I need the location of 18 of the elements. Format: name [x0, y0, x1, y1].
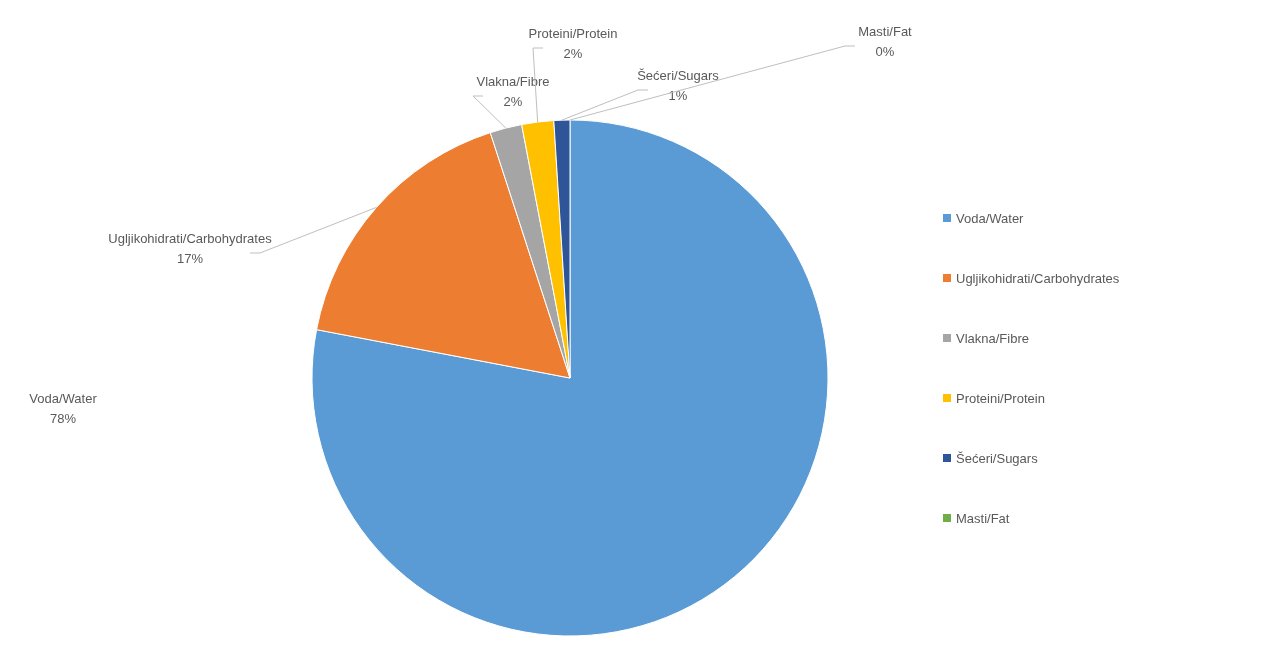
legend-label: Ugljikohidrati/Carbohydrates: [956, 270, 1120, 286]
slice-label: Šećeri/Sugars: [637, 68, 720, 83]
legend-label: Proteini/Protein: [956, 390, 1045, 406]
data-label: 78%: [49, 411, 77, 426]
slice-label: Proteini/Protein: [528, 26, 618, 41]
legend-label: Masti/Fat: [956, 510, 1010, 526]
category-label: Masti/Fat: [858, 24, 912, 39]
slice-label: Ugljikohidrati/Carbohydrates: [108, 231, 273, 246]
data-label: 2%: [563, 46, 583, 61]
data-label: 17%: [176, 251, 204, 266]
legend-label: Vlakna/Fibre: [956, 330, 1029, 346]
slice-label: Vlakna/Fibre: [476, 74, 550, 89]
text: 0%: [875, 44, 895, 59]
data-label: 2%: [503, 94, 523, 109]
slice-label: Voda/Water: [29, 391, 98, 406]
legend-label: Šećeri/Sugars: [956, 450, 1038, 466]
data-label: 1%: [668, 88, 688, 103]
legend-label: Voda/Water: [956, 210, 1024, 226]
